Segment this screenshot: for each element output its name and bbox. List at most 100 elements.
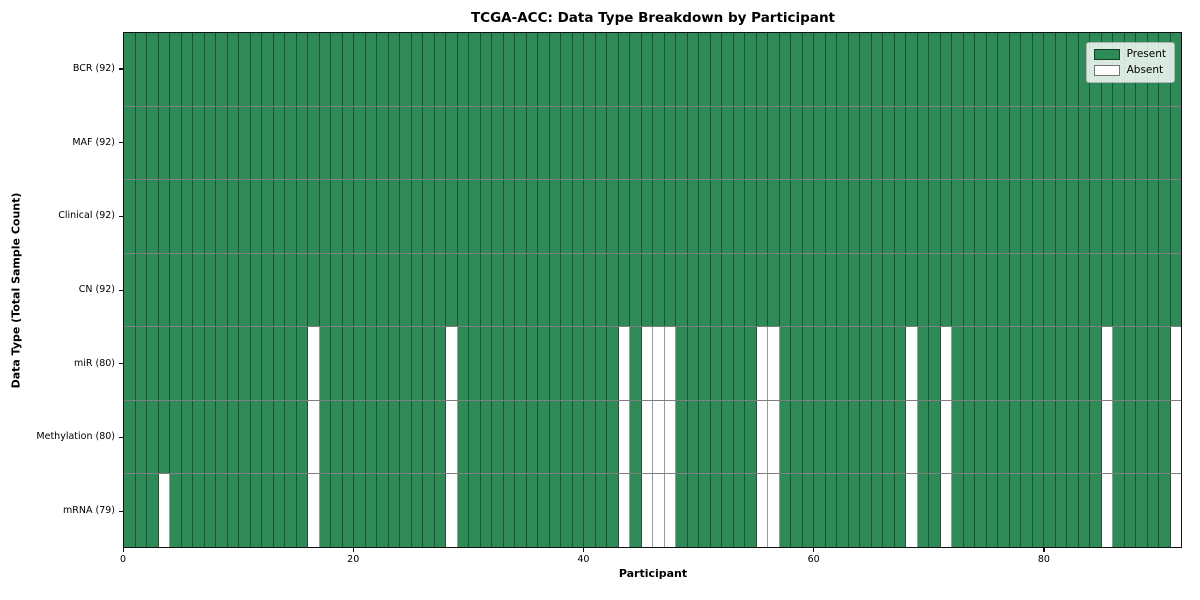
- heatmap-cell: [584, 474, 596, 548]
- heatmap-cell: [365, 33, 377, 106]
- heatmap-cell: [377, 180, 389, 253]
- heatmap-cell: [526, 400, 538, 474]
- heatmap-cell: [331, 180, 343, 253]
- heatmap-cell: [998, 327, 1010, 400]
- heatmap-cell: [1078, 180, 1090, 253]
- x-tick-label: 0: [119, 554, 127, 565]
- heatmap-cell: [1032, 33, 1044, 106]
- heatmap-cell: [400, 474, 412, 548]
- heatmap-cell: [837, 180, 849, 253]
- heatmap-cell: [1067, 180, 1079, 253]
- heatmap-cell: [135, 474, 147, 548]
- heatmap-cell: [538, 400, 550, 474]
- heatmap-cell: [975, 400, 987, 474]
- heatmap-cell: [354, 253, 366, 327]
- heatmap-cell: [710, 474, 722, 548]
- heatmap-cell: [492, 400, 504, 474]
- heatmap-cell: [365, 474, 377, 548]
- heatmap-cell: [308, 327, 320, 400]
- heatmap-row-maf: [124, 106, 1181, 181]
- heatmap-cell: [1170, 180, 1181, 253]
- heatmap-cell: [273, 400, 285, 474]
- x-tick-mark: [1043, 548, 1045, 552]
- heatmap-cell: [802, 400, 814, 474]
- heatmap-cell: [492, 327, 504, 400]
- heatmap-cell: [940, 33, 952, 106]
- heatmap-row-bcr: [124, 33, 1181, 107]
- heatmap-cell: [503, 327, 515, 400]
- heatmap-cell: [503, 400, 515, 474]
- heatmap-cell: [181, 400, 193, 474]
- heatmap-cell: [538, 33, 550, 106]
- heatmap-cell: [630, 327, 642, 400]
- heatmap-cell: [664, 253, 676, 327]
- heatmap-cell: [1055, 180, 1067, 253]
- heatmap-cell: [446, 474, 458, 548]
- heatmap-cell: [561, 327, 573, 400]
- heatmap-cell: [871, 327, 883, 400]
- heatmap-cell: [1101, 327, 1113, 400]
- heatmap-cell: [630, 474, 642, 548]
- heatmap-cell: [331, 253, 343, 327]
- heatmap-cell: [929, 33, 941, 106]
- heatmap-cell: [664, 180, 676, 253]
- heatmap-cell: [998, 474, 1010, 548]
- x-tick-label: 40: [577, 554, 590, 565]
- heatmap-cell: [388, 474, 400, 548]
- heatmap-cell: [883, 474, 895, 548]
- heatmap-cell: [204, 106, 216, 180]
- heatmap-cell: [1159, 400, 1171, 474]
- heatmap-cell: [1055, 253, 1067, 327]
- heatmap-cell: [170, 400, 182, 474]
- heatmap-cell: [664, 33, 676, 106]
- heatmap-cell: [549, 474, 561, 548]
- heatmap-cell: [1159, 474, 1171, 548]
- heatmap-cell: [124, 400, 136, 474]
- heatmap-cell: [549, 33, 561, 106]
- heatmap-cell: [365, 106, 377, 180]
- heatmap-cell: [549, 400, 561, 474]
- heatmap-cell: [147, 400, 159, 474]
- heatmap-cell: [1124, 106, 1136, 180]
- heatmap-cell: [825, 474, 837, 548]
- heatmap-cell: [998, 253, 1010, 327]
- heatmap-cell: [124, 253, 136, 327]
- heatmap-cell: [664, 400, 676, 474]
- legend-item-present: Present: [1093, 49, 1166, 60]
- heatmap-cell: [676, 253, 688, 327]
- heatmap-cell: [825, 106, 837, 180]
- heatmap-cell: [802, 474, 814, 548]
- heatmap-cell: [687, 33, 699, 106]
- heatmap-cell: [354, 474, 366, 548]
- heatmap-cell: [791, 106, 803, 180]
- heatmap-cell: [227, 33, 239, 106]
- heatmap-cell: [894, 253, 906, 327]
- x-axis-label: Participant: [618, 567, 688, 580]
- heatmap-row-mir: [124, 327, 1181, 401]
- heatmap-cell: [147, 327, 159, 400]
- heatmap-cell: [561, 33, 573, 106]
- heatmap-cell: [929, 253, 941, 327]
- heatmap-cell: [526, 327, 538, 400]
- heatmap-cell: [1044, 106, 1056, 180]
- heatmap-cell: [641, 180, 653, 253]
- heatmap-cell: [147, 253, 159, 327]
- heatmap-cell: [342, 253, 354, 327]
- heatmap-cell: [710, 33, 722, 106]
- heatmap-cell: [273, 474, 285, 548]
- heatmap-cell: [1113, 400, 1125, 474]
- heatmap-cell: [1055, 474, 1067, 548]
- heatmap-cell: [423, 106, 435, 180]
- heatmap-cell: [848, 400, 860, 474]
- heatmap-cell: [446, 33, 458, 106]
- heatmap-cell: [1021, 106, 1033, 180]
- heatmap-cell: [331, 474, 343, 548]
- heatmap-cell: [124, 180, 136, 253]
- heatmap-cell: [388, 33, 400, 106]
- heatmap-cell: [768, 400, 780, 474]
- heatmap-cell: [745, 253, 757, 327]
- heatmap-cell: [791, 180, 803, 253]
- heatmap-cell: [1021, 327, 1033, 400]
- heatmap-cell: [319, 400, 331, 474]
